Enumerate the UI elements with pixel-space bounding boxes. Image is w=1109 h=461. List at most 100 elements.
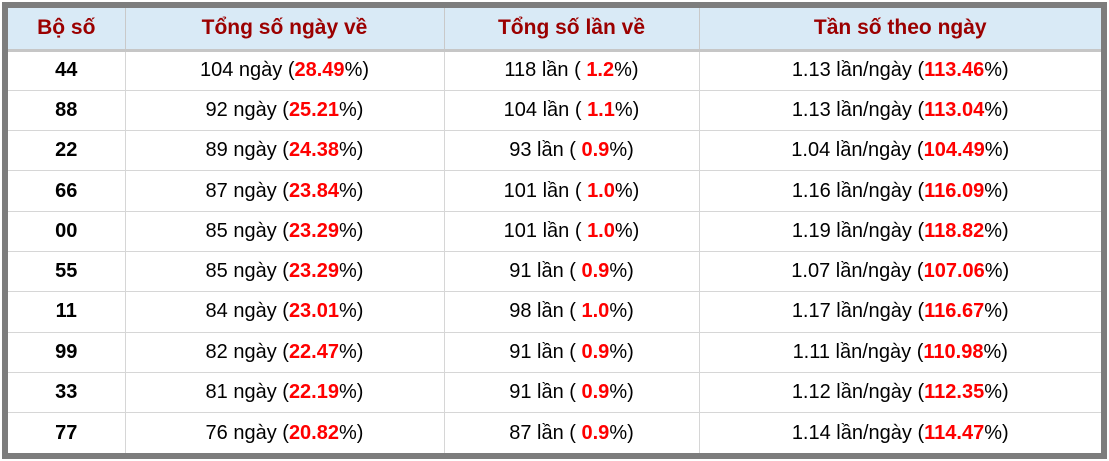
days-text: %): [339, 98, 364, 121]
days-cell: 82 ngày (22.47%): [124, 331, 444, 373]
table-row: 77 76 ngày (20.82%) 87 lần ( 0.9%) 1.14 lần…: [8, 412, 1101, 453]
freq-text: 1.13 lần/ngày (: [791, 59, 925, 82]
freq-text: 1.07 lần/ngày (: [791, 260, 924, 283]
freq-percent-value: 114.47: [924, 421, 985, 444]
freq-cell: 1.13 lần/ngày (113.46%): [698, 50, 1101, 91]
freq-cell: 1.12 lần/ngày (112.35%): [698, 371, 1101, 413]
freq-percent-value: 110.98: [923, 340, 984, 363]
table-row: 88 92 ngày (25.21%) 104 lần ( 1.1%) 1.13 lầ…: [8, 89, 1101, 131]
days-text: 104 ngày (: [199, 59, 295, 82]
freq-text: %): [984, 300, 1009, 323]
times-text: %): [609, 340, 634, 363]
header-row: Bộ số Tổng số ngày về Tổng số lần về Tần…: [8, 8, 1101, 52]
days-text: %): [339, 421, 364, 444]
table-row: 11 84 ngày (23.01%) 98 lần ( 1.0%) 1.17 lần…: [8, 291, 1101, 333]
freq-cell: 1.07 lần/ngày (107.06%): [698, 250, 1101, 292]
table-row: 66 87 ngày (23.84%) 101 lần ( 1.0%) 1.16 lầ…: [8, 170, 1101, 212]
days-text: %): [339, 219, 364, 242]
days-percent-value: 28.49: [294, 59, 345, 82]
pair-number-cell: 77: [8, 412, 125, 453]
pair-number-cell: 66: [8, 170, 125, 212]
days-text: 81 ngày (: [205, 381, 289, 404]
pair-number-cell: 33: [8, 371, 125, 413]
times-percent-value: 1.0: [581, 300, 610, 323]
times-text: %): [609, 260, 634, 283]
times-percent-value: 0.9: [581, 421, 610, 444]
days-text: 85 ngày (: [205, 260, 289, 283]
times-percent-value: 1.0: [587, 179, 615, 202]
days-text: 92 ngày (: [205, 98, 289, 121]
freq-text: 1.11 lần/ngày (: [792, 340, 924, 363]
times-text: 93 lần (: [509, 139, 582, 162]
days-text: %): [339, 139, 364, 162]
column-header-pair: Bộ số: [8, 8, 125, 52]
freq-text: 1.19 lần/ngày (: [791, 219, 925, 242]
lottery-pair-stats-table: Bộ số Tổng số ngày về Tổng số lần về Tần…: [8, 8, 1101, 453]
times-text: 98 lần (: [509, 300, 582, 323]
days-text: 82 ngày (: [205, 340, 289, 363]
days-text: 76 ngày (: [205, 421, 289, 444]
freq-percent-value: 113.46: [924, 59, 985, 82]
freq-text: 1.04 lần/ngày (: [791, 139, 924, 162]
days-cell: 85 ngày (23.29%): [124, 210, 444, 252]
times-text: 104 lần (: [503, 98, 588, 121]
pair-number-cell: 88: [8, 89, 125, 131]
pair-number-cell: 44: [8, 50, 125, 91]
days-text: 89 ngày (: [205, 139, 289, 162]
days-percent-value: 22.19: [288, 381, 339, 404]
times-text: %): [614, 219, 640, 242]
days-cell: 104 ngày (28.49%): [124, 50, 444, 91]
freq-text: 1.13 lần/ngày (: [791, 98, 925, 121]
freq-percent-value: 112.35: [924, 381, 985, 404]
times-text: 87 lần (: [509, 421, 582, 444]
days-percent-value: 23.84: [288, 179, 339, 202]
times-text: 91 lần (: [509, 381, 582, 404]
times-cell: 104 lần ( 1.1%): [443, 89, 699, 131]
pair-number-cell: 55: [8, 250, 125, 292]
table-row: 99 82 ngày (22.47%) 91 lần ( 0.9%) 1.11 lần…: [8, 331, 1101, 373]
days-text: 84 ngày (: [205, 300, 289, 323]
table-row: 55 85 ngày (23.29%) 91 lần ( 0.9%) 1.07 lần…: [8, 250, 1101, 292]
freq-text: %): [984, 139, 1010, 162]
times-cell: 118 lần ( 1.2%): [443, 50, 699, 91]
freq-text: %): [984, 260, 1010, 283]
times-percent-value: 0.9: [581, 139, 610, 162]
freq-text: 1.14 lần/ngày (: [791, 421, 925, 444]
times-text: 101 lần (: [503, 219, 588, 242]
freq-cell: 1.13 lần/ngày (113.04%): [698, 89, 1101, 131]
days-text: 87 ngày (: [205, 179, 289, 202]
table-row: 22 89 ngày (24.38%) 93 lần ( 0.9%) 1.04 lần…: [8, 130, 1101, 171]
times-text: %): [614, 179, 640, 202]
days-percent-value: 20.82: [288, 421, 339, 444]
times-cell: 101 lần ( 1.0%): [443, 170, 699, 212]
times-text: %): [609, 421, 634, 444]
pair-number-cell: 22: [8, 130, 125, 171]
days-text: %): [339, 381, 364, 404]
freq-cell: 1.11 lần/ngày (110.98%): [698, 331, 1101, 373]
days-percent-value: 24.38: [288, 139, 339, 162]
times-text: 91 lần (: [509, 340, 582, 363]
days-text: %): [344, 59, 370, 82]
times-cell: 98 lần ( 1.0%): [443, 291, 699, 333]
freq-text: 1.12 lần/ngày (: [791, 381, 925, 404]
freq-percent-value: 113.04: [924, 98, 985, 121]
times-cell: 101 lần ( 1.0%): [443, 210, 699, 252]
table-row: 44 104 ngày (28.49%) 118 lần ( 1.2%) 1.13 l…: [8, 50, 1101, 91]
times-percent-value: 0.9: [581, 381, 610, 404]
times-text: 118 lần (: [504, 59, 587, 82]
days-cell: 89 ngày (24.38%): [124, 130, 444, 171]
days-percent-value: 23.29: [288, 219, 339, 242]
freq-text: %): [984, 219, 1009, 242]
freq-text: %): [984, 421, 1009, 444]
days-text: %): [339, 179, 364, 202]
stats-table-body: 44 104 ngày (28.49%) 118 lần ( 1.2%) 1.13 l…: [8, 50, 1101, 453]
days-text: %): [339, 260, 364, 283]
times-cell: 91 lần ( 0.9%): [443, 331, 699, 373]
freq-text: %): [984, 98, 1009, 121]
table-row: 00 85 ngày (23.29%) 101 lần ( 1.0%) 1.19 lầ…: [8, 210, 1101, 252]
freq-text: 1.16 lần/ngày (: [791, 179, 925, 202]
freq-text: %): [983, 340, 1008, 363]
column-header-times: Tổng số lần về: [443, 8, 699, 52]
freq-cell: 1.17 lần/ngày (116.67%): [698, 291, 1101, 333]
